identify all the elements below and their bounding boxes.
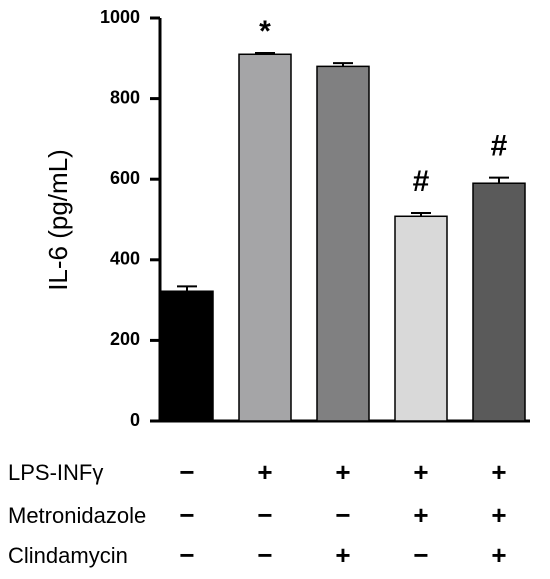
plus-sign: + bbox=[491, 457, 506, 487]
y-ticks: 0 200 400 600 800 1000 bbox=[100, 7, 160, 430]
y-axis-label: IL-6 (pg/mL) bbox=[43, 149, 73, 291]
plus-sign: + bbox=[491, 500, 506, 530]
minus-sign: − bbox=[257, 500, 272, 530]
minus-sign: − bbox=[257, 540, 272, 570]
plus-sign: + bbox=[491, 540, 506, 570]
treatment-row-label: Metronidazole bbox=[8, 503, 146, 528]
minus-sign: − bbox=[413, 540, 428, 570]
axes: IL-6 (pg/mL) bbox=[43, 18, 530, 423]
treatment-table: LPS-INFγ − + + + + Metronidazole − − − + + Clindamyc… bbox=[8, 457, 507, 570]
bars bbox=[160, 53, 526, 422]
treatment-row-label: LPS-INFγ bbox=[8, 460, 103, 485]
plus-sign: + bbox=[335, 540, 350, 570]
minus-sign: − bbox=[335, 500, 350, 530]
significance-marker: # bbox=[413, 165, 430, 198]
y-tick-label: 800 bbox=[110, 87, 140, 107]
y-tick-label: 0 bbox=[130, 410, 140, 430]
significance-markers: * # # bbox=[259, 15, 508, 198]
plus-sign: + bbox=[257, 457, 272, 487]
y-tick-label: 600 bbox=[110, 168, 140, 188]
minus-sign: − bbox=[179, 500, 194, 530]
y-tick-label: 1000 bbox=[100, 7, 140, 27]
minus-sign: − bbox=[179, 540, 194, 570]
significance-marker: * bbox=[259, 15, 271, 48]
plus-sign: + bbox=[413, 457, 428, 487]
y-tick-label: 200 bbox=[110, 329, 140, 349]
bar-2 bbox=[238, 53, 292, 422]
y-tick-label: 400 bbox=[110, 249, 140, 269]
bar-5 bbox=[472, 182, 526, 422]
error-bars bbox=[177, 52, 509, 292]
minus-sign: − bbox=[179, 457, 194, 487]
bar-3 bbox=[316, 65, 370, 422]
plus-sign: + bbox=[335, 457, 350, 487]
plus-sign: + bbox=[413, 500, 428, 530]
bar-1 bbox=[160, 290, 214, 422]
treatment-row-label: Clindamycin bbox=[8, 543, 128, 568]
bar-4 bbox=[394, 215, 448, 422]
significance-marker: # bbox=[491, 130, 508, 163]
